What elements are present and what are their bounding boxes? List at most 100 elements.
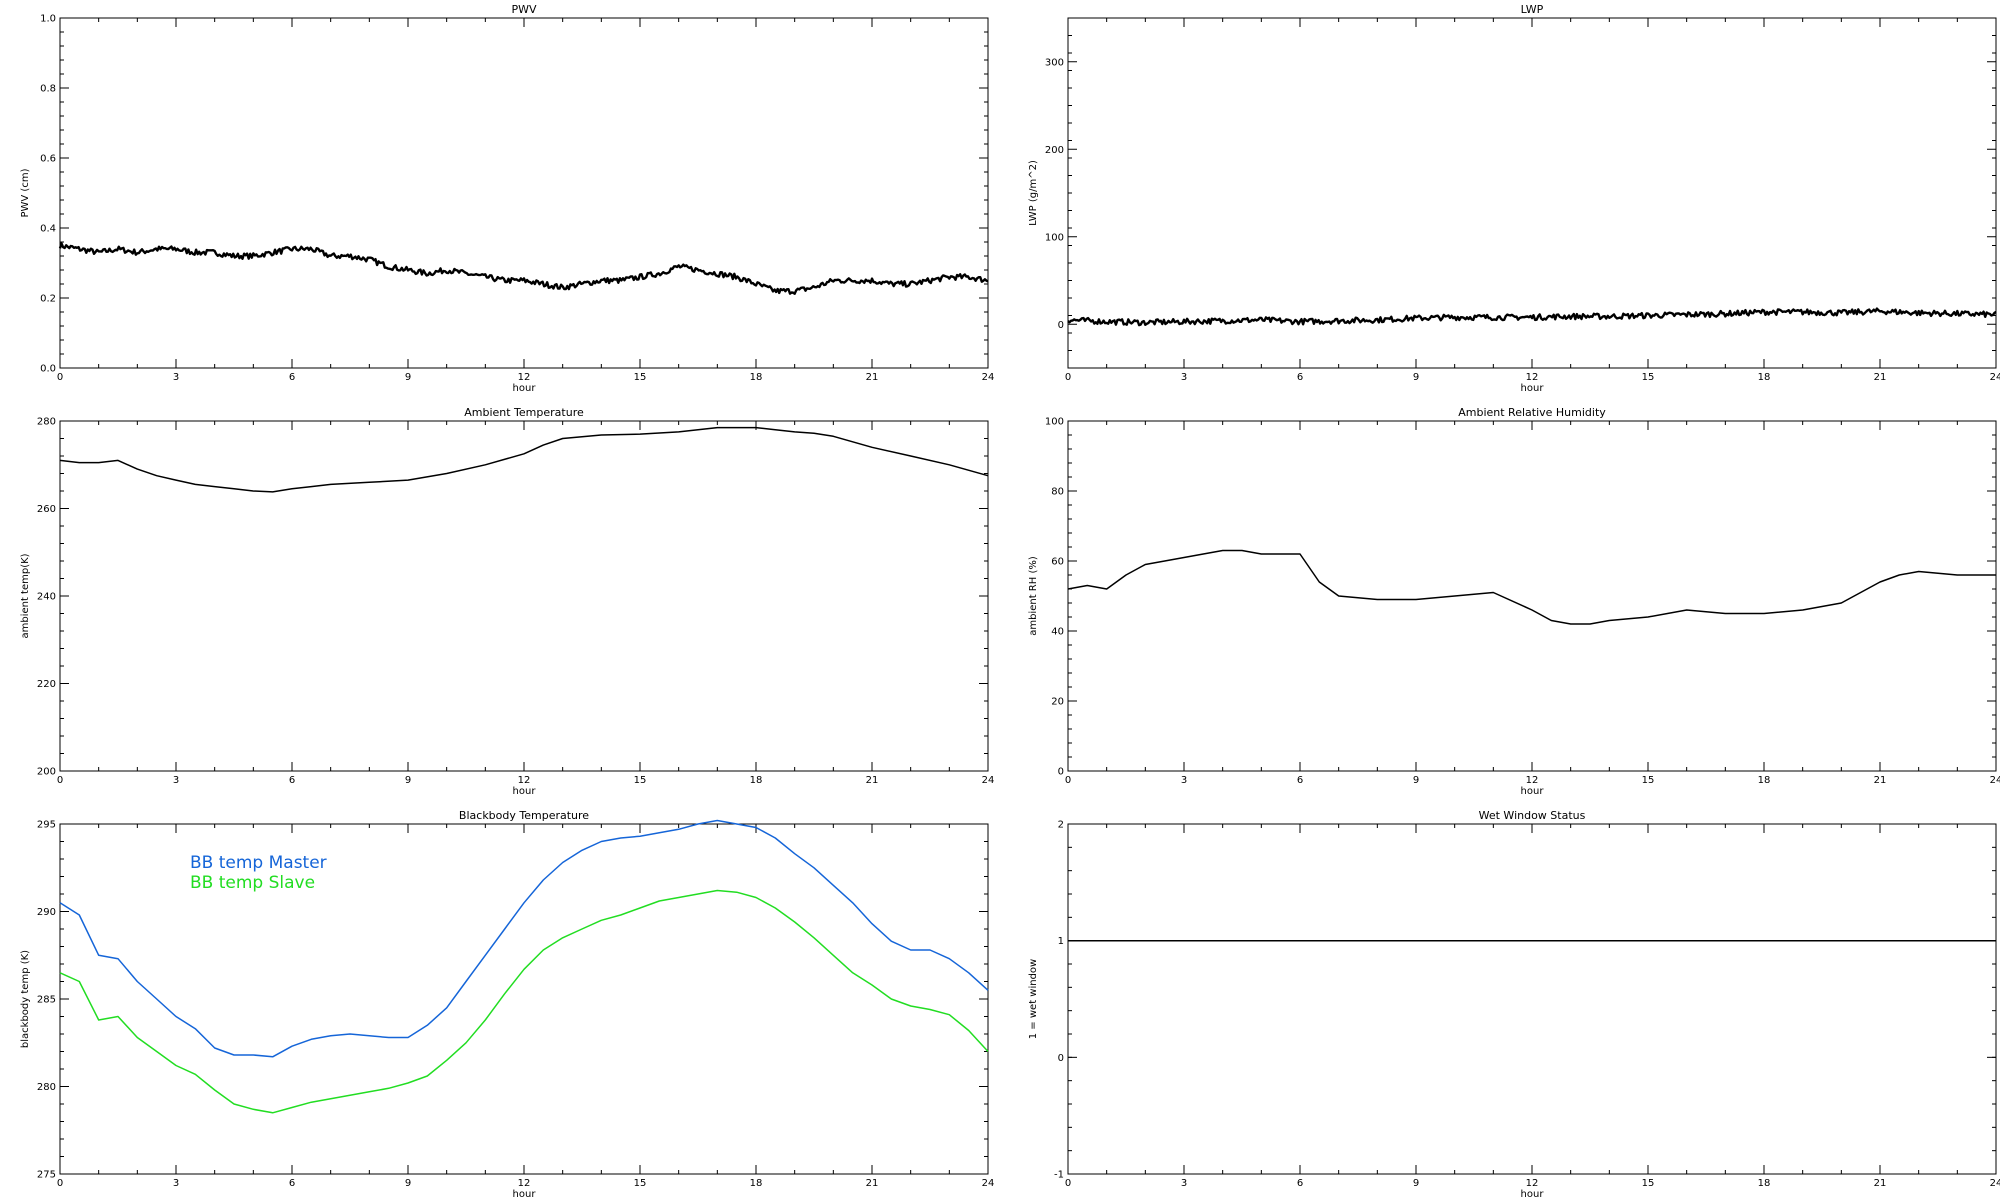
- y-tick-label: 0.6: [40, 154, 56, 165]
- legend-entry: BB temp Master: [190, 853, 327, 873]
- y-tick-label: 295: [37, 820, 56, 831]
- x-tick-label: 15: [634, 372, 647, 383]
- y-tick-label: 0.4: [40, 224, 56, 235]
- x-tick-label: 9: [1413, 372, 1419, 383]
- plot-frame: [59, 17, 989, 369]
- x-tick-label: 24: [982, 372, 995, 383]
- x-tick-label: 9: [405, 775, 411, 786]
- y-tick-label: 200: [1045, 145, 1064, 156]
- x-tick-label: 12: [518, 1178, 531, 1189]
- y-tick-label: 2: [1058, 820, 1064, 831]
- x-tick-label: 3: [1181, 1178, 1187, 1189]
- y-axis-label: PWV (cm): [20, 168, 31, 217]
- x-tick-label: 21: [1874, 372, 1887, 383]
- chart-panel: PWV 0 3 6 9 12 15 18 21 24 hour 0.0 0.2 0.4 0.6 0.8 1.0 P…: [20, 3, 994, 394]
- x-tick-label: 6: [289, 1178, 295, 1189]
- x-tick-label: 0: [1065, 775, 1071, 786]
- chart-panel: Ambient Temperature 0 3 6 9 12 15 18 21 24 hour 200…: [20, 406, 994, 797]
- y-tick-label: 260: [37, 504, 56, 515]
- series-line: [1067, 307, 1997, 327]
- x-tick-label: 18: [1758, 775, 1771, 786]
- x-axis-label: hour: [1521, 383, 1545, 394]
- x-tick-label: 12: [518, 372, 531, 383]
- x-axis-label: hour: [1521, 1189, 1545, 1200]
- x-tick-label: 0: [1065, 1178, 1071, 1189]
- y-tick-label: 275: [37, 1170, 56, 1181]
- chart-panel: LWP 0 3 6 9 12 15 18 21 24 hour 0 100 200 300 LWP (g/m^…: [1028, 3, 2000, 394]
- y-tick-label: 1.0: [40, 14, 56, 25]
- y-tick-label: 200: [37, 767, 56, 778]
- x-tick-label: 21: [866, 1178, 879, 1189]
- y-axis-label: ambient temp(K): [20, 553, 31, 638]
- chart-title: PWV: [511, 3, 537, 16]
- x-tick-label: 24: [1990, 1178, 2000, 1189]
- series-line: [58, 242, 989, 295]
- x-tick-label: 3: [1181, 372, 1187, 383]
- x-axis-label: hour: [513, 1189, 537, 1200]
- y-tick-label: 290: [37, 907, 56, 918]
- x-tick-label: 12: [1526, 1178, 1539, 1189]
- chart-title: Ambient Temperature: [464, 406, 584, 419]
- y-tick-label: 100: [1045, 232, 1064, 243]
- x-tick-label: 18: [750, 372, 763, 383]
- y-axis-label: blackbody temp (K): [20, 950, 31, 1048]
- legend-entry: BB temp Slave: [190, 873, 315, 893]
- y-tick-label: 220: [37, 679, 56, 690]
- y-axis-label: ambient RH (%): [1028, 556, 1039, 636]
- x-tick-label: 18: [1758, 372, 1771, 383]
- x-tick-label: 15: [1642, 775, 1655, 786]
- y-axis-label: LWP (g/m^2): [1028, 160, 1039, 226]
- x-tick-label: 15: [1642, 372, 1655, 383]
- x-tick-label: 12: [1526, 372, 1539, 383]
- x-tick-label: 24: [1990, 775, 2000, 786]
- x-tick-label: 18: [750, 1178, 763, 1189]
- x-tick-label: 6: [289, 775, 295, 786]
- y-tick-label: 40: [1051, 627, 1064, 638]
- x-tick-label: 0: [57, 372, 63, 383]
- x-axis-label: hour: [1521, 786, 1545, 797]
- series-line: [59, 889, 989, 1114]
- y-tick-label: 0.0: [40, 364, 56, 375]
- x-tick-label: 3: [173, 372, 179, 383]
- x-tick-label: 15: [1642, 1178, 1655, 1189]
- plot-frame: [1067, 420, 1997, 772]
- y-tick-label: 0.2: [40, 294, 56, 305]
- y-tick-label: 280: [37, 417, 56, 428]
- chart-title: Ambient Relative Humidity: [1458, 406, 1606, 419]
- series-line: [59, 426, 989, 493]
- x-tick-label: 6: [289, 372, 295, 383]
- chart-title: Wet Window Status: [1479, 809, 1586, 822]
- x-tick-label: 0: [1065, 372, 1071, 383]
- x-tick-label: 9: [1413, 775, 1419, 786]
- x-tick-label: 9: [1413, 1178, 1419, 1189]
- x-tick-label: 18: [1758, 1178, 1771, 1189]
- x-tick-label: 3: [1181, 775, 1187, 786]
- x-tick-label: 18: [750, 775, 763, 786]
- x-tick-label: 21: [1874, 1178, 1887, 1189]
- x-tick-label: 9: [405, 372, 411, 383]
- y-tick-label: 60: [1051, 557, 1064, 568]
- x-tick-label: 24: [982, 1178, 995, 1189]
- x-tick-label: 24: [982, 775, 995, 786]
- x-tick-label: 6: [1297, 372, 1303, 383]
- y-tick-label: 280: [37, 1082, 56, 1093]
- x-tick-label: 0: [57, 775, 63, 786]
- plot-frame: [59, 420, 989, 772]
- y-tick-label: 100: [1045, 417, 1064, 428]
- y-tick-label: 1: [1058, 936, 1064, 947]
- x-tick-label: 6: [1297, 1178, 1303, 1189]
- chart-title: Blackbody Temperature: [459, 809, 589, 822]
- x-tick-label: 6: [1297, 775, 1303, 786]
- x-tick-label: 12: [1526, 775, 1539, 786]
- y-tick-label: 20: [1051, 697, 1064, 708]
- y-tick-label: 300: [1045, 57, 1064, 68]
- chart-title: LWP: [1521, 3, 1544, 16]
- y-tick-label: 240: [37, 592, 56, 603]
- x-tick-label: 0: [57, 1178, 63, 1189]
- chart-panel: Ambient Relative Humidity 0 3 6 9 12 15 18 21 24 h…: [1028, 406, 2000, 797]
- x-tick-label: 15: [634, 775, 647, 786]
- chart-panel: Blackbody Temperature 0 3 6 9 12 15 18 21 24 hour 2…: [20, 809, 994, 1200]
- x-tick-label: 21: [866, 775, 879, 786]
- y-tick-label: 0: [1058, 1053, 1064, 1064]
